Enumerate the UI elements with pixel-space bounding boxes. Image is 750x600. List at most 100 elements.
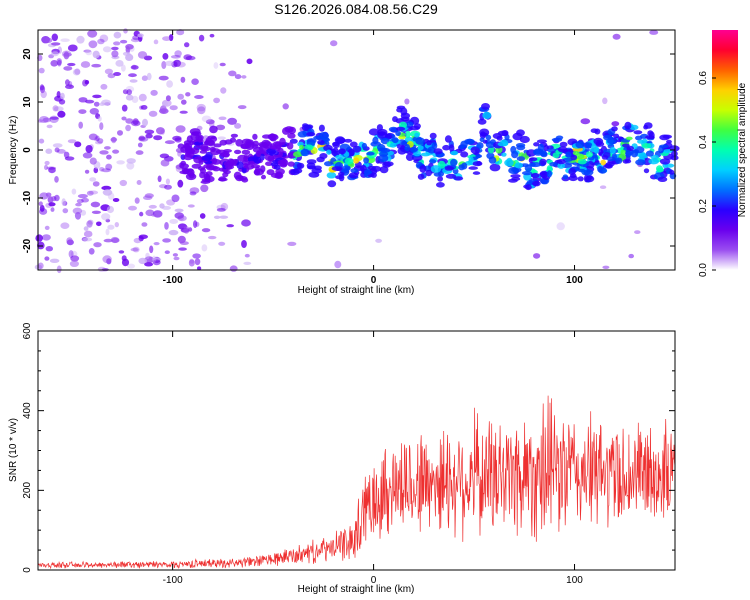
spectrogram-cell: [481, 103, 490, 110]
spectrogram-cell: [551, 137, 563, 142]
colorbar: 0.0 0.2 0.4 0.6 Normalized spectral amplitu…: [698, 30, 748, 277]
spectrogram-cell: [78, 109, 87, 114]
spectrogram-cell: [479, 131, 486, 139]
spectrogram-cell: [69, 260, 79, 267]
spectrogram-cell: [84, 80, 90, 85]
spectrogram-cell: [160, 129, 165, 135]
spectrogram-cell: [170, 55, 181, 59]
spectrogram-cell: [348, 172, 359, 179]
snr-ylabel: SNR (10 * v/v): [8, 418, 19, 482]
spectrogram-cell: [60, 38, 70, 42]
spectrogram-cell: [296, 162, 305, 169]
spectrogram-cell: [153, 135, 163, 141]
spectrogram-cell: [137, 33, 144, 38]
spectrogram-cell: [511, 167, 522, 173]
spectrogram-cell: [580, 118, 591, 125]
spectrogram-cell: [116, 160, 125, 165]
spectrogram-cell: [49, 116, 59, 120]
spectrogram-cell: [61, 198, 66, 207]
spectrogram-cell: [159, 203, 165, 209]
spectrogram-cell: [194, 258, 201, 266]
spectrogram-cell: [350, 168, 359, 174]
spectrogram-cell: [179, 170, 189, 175]
spectrogram-cell: [241, 240, 247, 248]
spectrogram-cell: [176, 29, 185, 36]
spectrogram-cell: [615, 157, 623, 164]
spectrogram-cell: [157, 175, 162, 183]
spectrogram-cell: [199, 213, 206, 219]
spectrogram-cell: [133, 237, 142, 244]
spectrogram-cell: [260, 165, 266, 173]
spectrogram-cell: [420, 152, 431, 157]
spectrogram-cell: [201, 115, 212, 123]
spectrogram-cell: [218, 176, 227, 182]
spectrogram-cell: [269, 151, 275, 156]
spectrogram-cell: [62, 208, 69, 214]
spectrogram-cell: [193, 141, 204, 146]
spectrogram-cell: [200, 184, 209, 193]
spectrogram-cell: [48, 202, 56, 207]
spectrogram-cell: [88, 248, 95, 255]
spectrogram-cell: [174, 212, 184, 219]
spectrogram-cell: [261, 174, 266, 180]
spectrogram-cell: [213, 97, 221, 104]
spectrogram-cell: [177, 93, 184, 100]
spectrogram-cell: [372, 136, 379, 145]
colorbar-gradient: [712, 30, 738, 270]
spectrogram-cell: [168, 229, 179, 236]
spectrogram-cell: [470, 146, 481, 154]
spectrogram-cell: [129, 79, 138, 83]
spectrogram-cell: [165, 95, 171, 102]
spectrogram-cell: [213, 62, 219, 69]
spectrogram-cell: [444, 166, 454, 171]
spectrogram-cell: [241, 167, 247, 174]
spectrogram-cell: [539, 170, 548, 178]
spectrogram-cell: [586, 142, 593, 149]
spectrogram-cell: [99, 150, 109, 155]
spectrogram-cell: [299, 144, 305, 150]
spectrogram-cell: [230, 133, 238, 138]
spectrogram-cell: [287, 241, 297, 246]
spectrogram-cell: [112, 198, 120, 202]
spectrogram-cell: [74, 68, 81, 75]
spectrogram-cell: [111, 46, 119, 51]
spectrogram-cell: [659, 158, 671, 165]
spectrogram-cell: [130, 247, 139, 252]
spectrogram-cell: [352, 157, 360, 164]
spectrogram-cell: [82, 152, 93, 159]
spectrogram-cell: [60, 92, 65, 100]
spectrogram-cell: [378, 154, 389, 163]
spectrogram-cell: [475, 154, 483, 159]
spectrogram-cell: [48, 167, 56, 174]
spectrogram-cell: [107, 224, 115, 230]
spectrogram-cell: [144, 129, 155, 135]
spectrogram-cell: [207, 165, 219, 171]
snr-xtick-label: 0: [371, 575, 377, 586]
spectrogram-cell: [123, 28, 128, 34]
spectrogram-cell: [458, 145, 465, 150]
spectrogram-cell: [100, 83, 108, 90]
spectrogram-cell: [89, 177, 97, 182]
spectrogram-cell: [87, 219, 94, 225]
spectrogram-cell: [379, 166, 389, 174]
spectrogram-cell: [120, 39, 128, 44]
spectrogram-cell: [44, 225, 50, 230]
spectrogram-cell: [72, 68, 81, 76]
spectrogram-cell: [405, 153, 414, 161]
spectrogram-cell: [476, 142, 484, 149]
spectrogram-cell: [429, 159, 437, 164]
spectrogram-cell: [445, 173, 457, 179]
spectrogram-cell: [496, 135, 503, 141]
spectrogram-xlabel: Height of straight line (km): [298, 285, 415, 296]
spectrogram-cell: [338, 172, 345, 176]
spectrogram-cell: [47, 196, 54, 204]
spectrogram-cell: [570, 154, 578, 161]
spectrogram-cell: [162, 100, 168, 107]
spectrogram-cell: [371, 165, 382, 172]
spectrogram-cell: [210, 146, 216, 153]
spectrogram-cell: [125, 94, 134, 101]
spectrogram-cell: [593, 137, 604, 145]
spectrogram-cell: [400, 116, 410, 122]
spectrogram-cell: [198, 34, 205, 42]
spectrogram-cell: [39, 84, 45, 91]
